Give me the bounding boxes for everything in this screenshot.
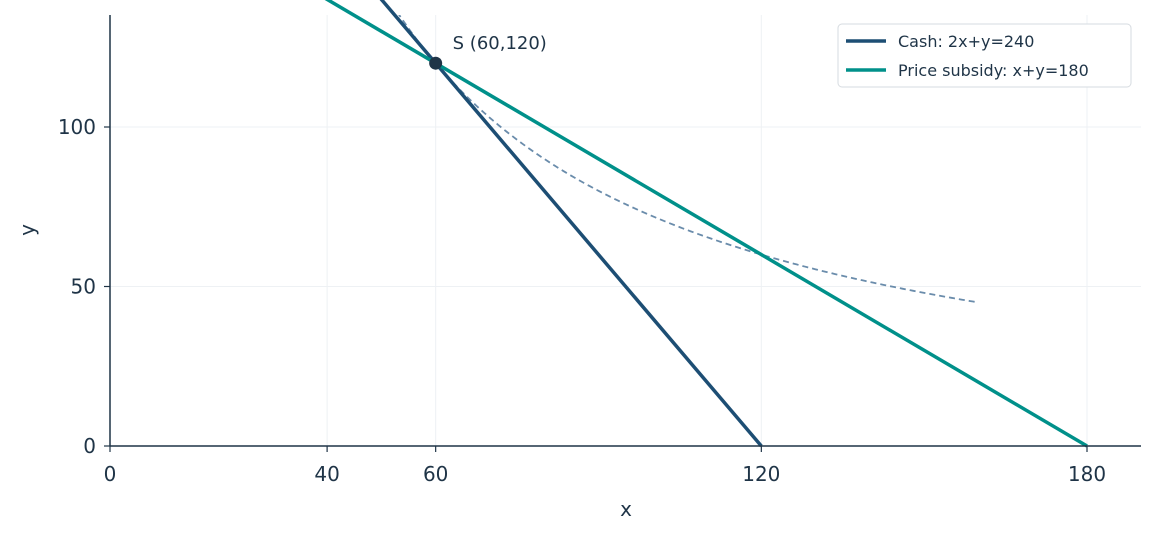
x-tick-label: 0 (104, 462, 117, 486)
legend-items: Cash: 2x+y=240 Price subsidy: x+y=180 (846, 32, 1089, 80)
x-tick-label: 120 (742, 462, 780, 486)
legend: Cash: 2x+y=240 Price subsidy: x+y=180 (837, 23, 1132, 88)
ticks: 04060120180050100150200250 (58, 115, 1106, 486)
indifference-curve-1 (398, 15, 979, 304)
point-marker (429, 56, 443, 70)
y-tick-label: 0 (83, 434, 96, 458)
y-tick-label: 50 (71, 275, 96, 299)
y-axis-label: y (15, 224, 39, 236)
x-tick-label: 180 (1068, 462, 1106, 486)
legend-label: Cash: 2x+y=240 (898, 32, 1034, 51)
x-axis-label: x (620, 497, 632, 521)
indifference-curves (398, 15, 979, 304)
series-line-2 (324, 0, 1088, 448)
y-tick-label: 100 (58, 115, 96, 139)
legend-label: Price subsidy: x+y=180 (898, 61, 1089, 80)
x-tick-label: 60 (423, 462, 448, 486)
points: C (40,160)S (60,120) (429, 33, 547, 70)
x-tick-label: 40 (314, 462, 339, 486)
legend-box (837, 23, 1132, 88)
point-label: S (60,120) (453, 33, 547, 54)
axes (109, 15, 1141, 447)
